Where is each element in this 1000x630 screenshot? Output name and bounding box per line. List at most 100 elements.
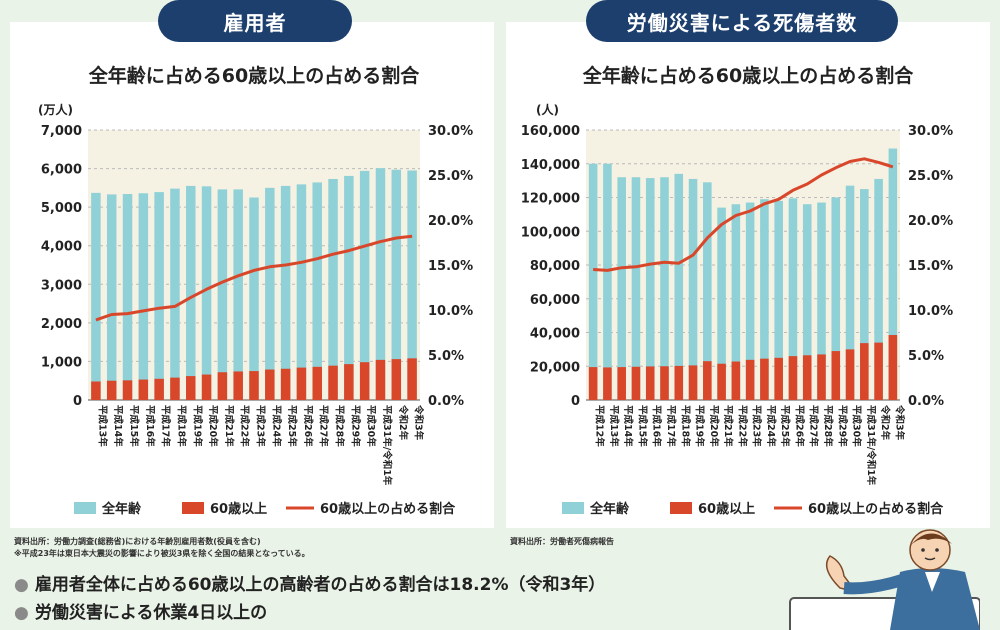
bar-all-ages [588, 163, 598, 400]
bar-60-plus [249, 371, 259, 400]
y-tick-label: 40,000 [530, 327, 580, 342]
y2-tick-label: 25.0% [428, 169, 473, 184]
left-source-line1: 資料出所：労働力調査(総務省)における年齢別雇用者数(役員を含む) [14, 537, 261, 546]
x-tick-label: 平成28年 [334, 405, 346, 447]
x-tick-label: 平成23年 [255, 405, 267, 447]
x-tick-label: 平成31年/令和1年 [865, 405, 877, 486]
bar-all-ages [233, 189, 243, 400]
bar-60-plus [201, 374, 212, 400]
bar-all-ages [407, 170, 417, 400]
bar-all-ages [660, 177, 669, 400]
bar-all-ages [312, 182, 322, 400]
x-tick-label: 令和2年 [879, 404, 891, 441]
y2-tick-label: 25.0% [908, 169, 953, 184]
legend-label-60-plus: 60歳以上 [210, 501, 267, 517]
legend-label-all-ages: 全年齢 [589, 501, 630, 517]
y-tick-label: 100,000 [521, 225, 580, 240]
y2-tick-label: 30.0% [908, 124, 953, 139]
bar-all-ages [201, 186, 212, 400]
x-tick-label: 平成30年 [365, 405, 377, 447]
x-tick-label: 平成28年 [822, 405, 834, 447]
x-tick-label: 平成27年 [808, 405, 820, 447]
bar-60-plus [788, 356, 798, 400]
bullet-dot-icon: ● [14, 575, 29, 595]
bar-all-ages [831, 197, 841, 400]
bar-60-plus [407, 358, 417, 400]
y-tick-label: 80,000 [530, 259, 580, 274]
bar-all-ages [217, 189, 228, 400]
bar-60-plus [888, 335, 898, 400]
presenter-illustration-icon [789, 529, 980, 630]
bar-all-ages [170, 188, 180, 400]
x-tick-label: 平成22年 [736, 405, 748, 447]
bar-60-plus [312, 366, 322, 400]
bar-all-ages [631, 177, 641, 400]
bar-60-plus [280, 368, 291, 400]
x-tick-label: 平成15年 [636, 405, 648, 447]
bar-60-plus [674, 365, 684, 400]
chart-title: 全年齢に占める60歳以上の占める割合 [88, 64, 420, 87]
bar-60-plus [717, 363, 726, 400]
x-tick-label: 平成31年/令和1年 [381, 405, 393, 486]
x-tick-label: 平成23年 [751, 405, 763, 447]
right-source-note: 資料出所：労働者死傷病報告 [510, 536, 614, 548]
injuries-tab: 労働災害による死傷者数 [586, 0, 898, 42]
bar-all-ages [328, 178, 338, 400]
x-tick-label: 平成25年 [779, 405, 791, 447]
bullet-1: ● 雇用者全体に占める60歳以上の高齢者の占める割合は18.2%（令和3年） [14, 570, 605, 595]
y2-tick-label: 0.0% [908, 394, 944, 409]
bar-all-ages [265, 187, 275, 400]
y2-tick-label: 30.0% [428, 124, 473, 139]
legend-swatch-all-ages [562, 502, 584, 514]
left-source-line2: ※平成23年は東日本大震災の影響により被災3県を除く全国の結果となっている。 [14, 549, 310, 558]
bar-all-ages [617, 177, 626, 400]
bar-all-ages [91, 192, 101, 400]
bar-60-plus [745, 359, 755, 400]
bar-all-ages [106, 194, 117, 400]
x-tick-label: 平成26年 [302, 405, 314, 447]
bar-all-ages [731, 204, 741, 400]
bar-60-plus [375, 359, 386, 400]
x-tick-label: 平成29年 [349, 405, 361, 447]
y-tick-label: 0 [571, 394, 580, 409]
bar-all-ages [122, 194, 133, 400]
bar-all-ages [280, 185, 291, 400]
bar-60-plus [186, 376, 196, 400]
bar-60-plus [122, 380, 133, 400]
bullet-2: ● 労働災害による休業4日以上の [14, 598, 267, 623]
y2-tick-label: 20.0% [908, 214, 953, 229]
y-tick-label: 20,000 [530, 360, 580, 375]
bar-all-ages [359, 170, 370, 400]
y2-tick-label: 15.0% [908, 259, 953, 274]
x-tick-label: 平成14年 [622, 405, 634, 447]
bar-all-ages [138, 193, 149, 400]
bar-all-ages [645, 178, 655, 400]
bar-60-plus [154, 378, 164, 400]
ratio-line [593, 157, 894, 272]
chart-title: 全年齢に占める60歳以上の占める割合 [582, 64, 914, 87]
bar-all-ages [674, 173, 684, 400]
bar-all-ages [874, 178, 883, 400]
x-tick-label: 平成20年 [708, 405, 720, 447]
bar-60-plus [138, 379, 149, 400]
x-tick-label: 平成18年 [175, 405, 187, 447]
bar-60-plus [617, 367, 626, 400]
x-tick-label: 平成24年 [765, 405, 777, 447]
bar-60-plus [860, 343, 869, 400]
bar-60-plus [106, 380, 117, 400]
bar-all-ages [703, 182, 712, 400]
legend-swatch-60-plus [670, 502, 692, 514]
y2-tick-label: 5.0% [908, 349, 944, 364]
y-tick-label: 6,000 [41, 163, 82, 178]
bar-60-plus [91, 381, 101, 400]
y-tick-label: 5,000 [41, 201, 82, 216]
x-tick-label: 平成20年 [207, 405, 219, 447]
bar-all-ages [603, 163, 612, 400]
y2-tick-label: 10.0% [428, 304, 473, 319]
bar-all-ages [296, 184, 307, 400]
x-tick-label: 平成13年 [96, 405, 108, 447]
bar-60-plus [831, 351, 841, 400]
bar-60-plus [233, 371, 243, 400]
bar-60-plus [802, 355, 812, 400]
